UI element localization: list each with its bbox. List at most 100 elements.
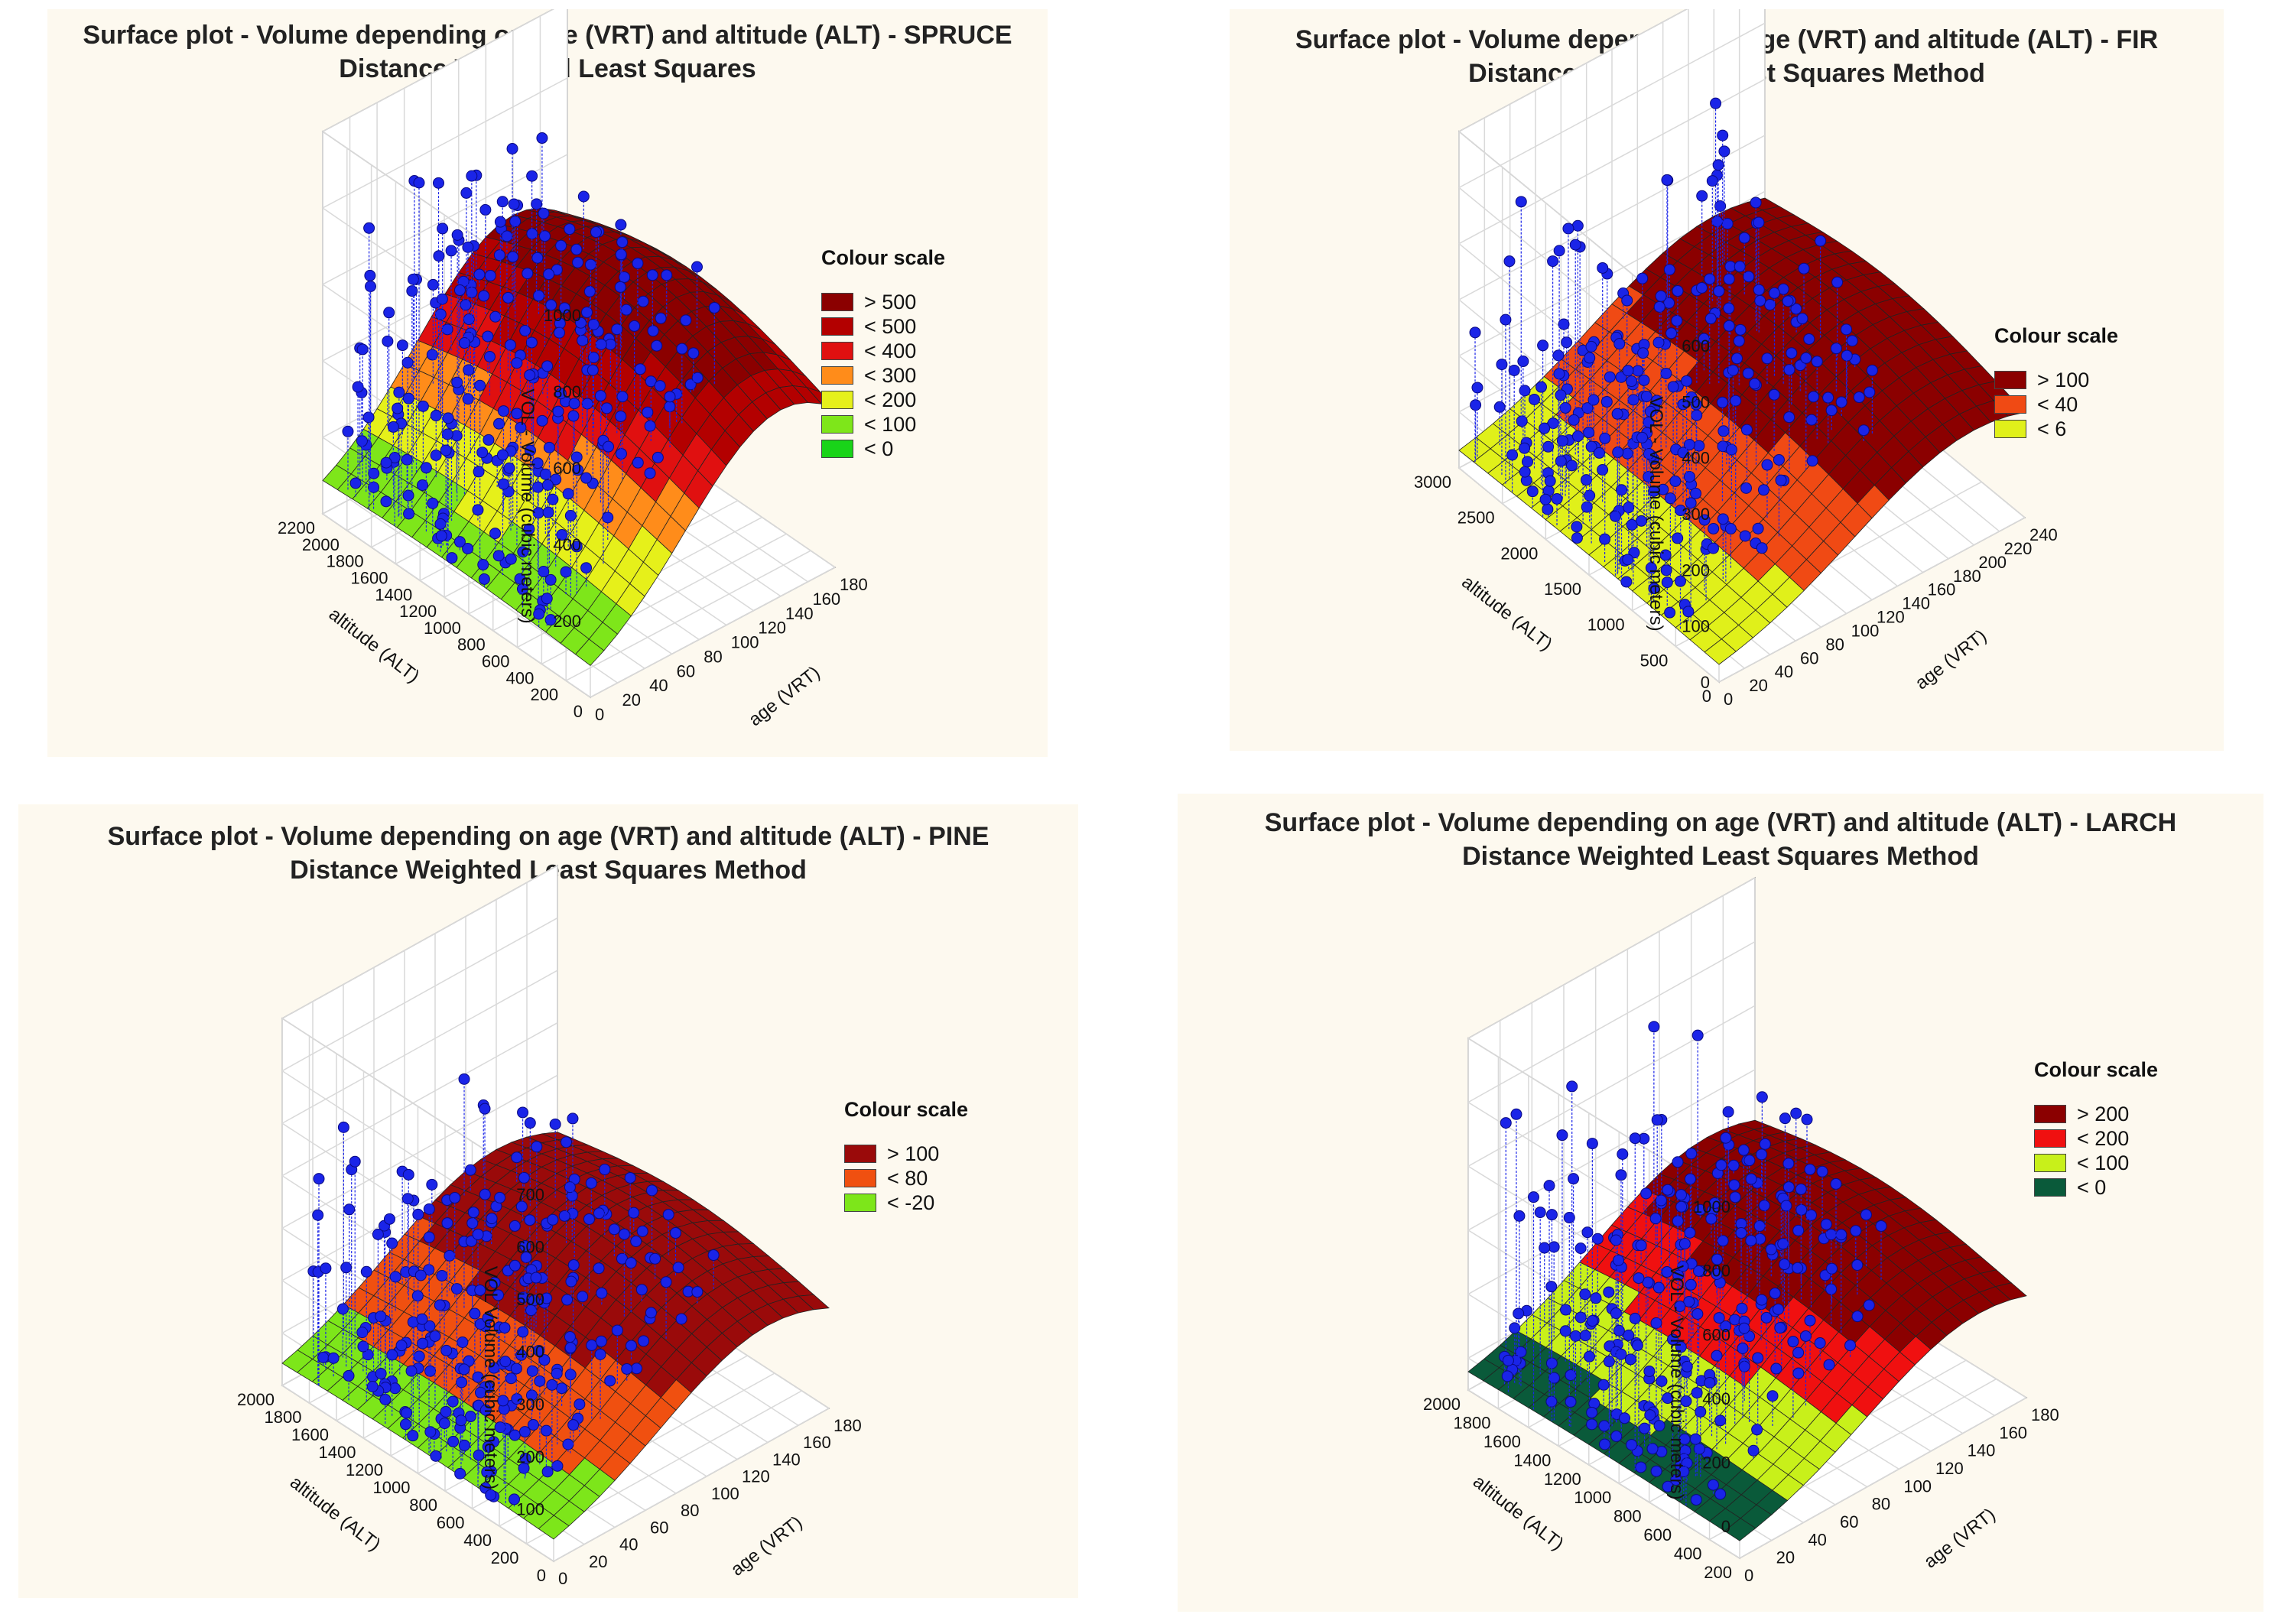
- y-tick-label: 1400: [319, 1443, 356, 1462]
- data-point: [1792, 1367, 1805, 1379]
- data-point: [1826, 1262, 1838, 1275]
- x-tick-label: 100: [711, 1484, 739, 1503]
- data-point: [383, 307, 395, 319]
- data-point: [1652, 336, 1665, 349]
- data-point: [1723, 273, 1735, 285]
- legend: Colour scale > 100 < 80 < -20: [844, 1098, 968, 1215]
- data-point: [538, 1354, 551, 1366]
- x-tick-label: 100: [1851, 621, 1880, 640]
- data-point: [417, 479, 429, 492]
- data-point: [586, 1339, 598, 1351]
- y-tick-label: 400: [463, 1531, 492, 1550]
- data-point: [615, 410, 627, 422]
- data-point: [1734, 323, 1747, 336]
- data-point: [662, 1209, 674, 1221]
- data-point: [1745, 1173, 1757, 1185]
- data-point: [1678, 1238, 1691, 1250]
- data-point: [644, 467, 656, 479]
- data-point: [1563, 1212, 1575, 1224]
- legend-label: > 100: [887, 1142, 940, 1165]
- data-point: [1772, 1303, 1784, 1315]
- legend-label: < 200: [864, 388, 917, 411]
- legend-swatch: [844, 1169, 876, 1187]
- z-tick-label: 200: [516, 1447, 544, 1466]
- data-point: [1805, 1209, 1817, 1221]
- data-point: [1760, 1311, 1773, 1324]
- data-point: [1766, 1390, 1779, 1402]
- data-point: [647, 325, 659, 337]
- data-point: [540, 1424, 552, 1437]
- data-point: [687, 347, 700, 359]
- data-point: [574, 1398, 586, 1411]
- legend-title: Colour scale: [844, 1098, 969, 1121]
- data-point: [1691, 1307, 1704, 1320]
- x-tick-label: 160: [1999, 1423, 2027, 1442]
- data-point: [473, 268, 486, 281]
- data-point: [547, 493, 559, 505]
- data-point: [416, 1313, 428, 1325]
- data-point: [317, 1351, 330, 1363]
- data-point: [372, 1228, 384, 1240]
- data-point: [1720, 1132, 1732, 1144]
- data-point: [621, 1363, 633, 1375]
- data-point: [624, 1171, 636, 1184]
- data-point: [1569, 1330, 1581, 1342]
- data-point: [497, 478, 509, 490]
- data-point: [1844, 1340, 1857, 1352]
- data-point: [1717, 129, 1729, 141]
- data-point: [466, 170, 478, 182]
- data-point: [1714, 1488, 1727, 1500]
- data-point: [1792, 1224, 1805, 1236]
- data-point: [541, 1292, 553, 1304]
- data-point: [590, 226, 602, 239]
- data-point: [1584, 352, 1596, 364]
- data-point: [1875, 1220, 1887, 1232]
- data-point: [460, 299, 472, 311]
- data-point: [1660, 564, 1672, 577]
- data-point: [479, 203, 492, 216]
- data-point: [1617, 1148, 1629, 1160]
- data-point: [1626, 1439, 1638, 1451]
- data-point: [1853, 391, 1865, 404]
- data-point: [1561, 336, 1573, 349]
- data-point: [401, 356, 414, 369]
- data-point: [602, 512, 614, 524]
- data-point: [608, 1223, 620, 1236]
- data-point: [1768, 388, 1780, 401]
- data-point: [1615, 1169, 1627, 1181]
- data-point: [482, 1312, 494, 1324]
- data-point: [1652, 1281, 1665, 1294]
- data-point: [584, 258, 596, 271]
- x-tick-label: 80: [681, 1501, 699, 1520]
- data-point: [458, 337, 470, 349]
- data-point: [1599, 533, 1611, 545]
- legend-label: < 200: [2077, 1126, 2130, 1150]
- data-point: [1757, 484, 1769, 496]
- data-point: [1761, 459, 1773, 471]
- data-point: [638, 1335, 650, 1347]
- data-point: [402, 392, 414, 404]
- data-point: [479, 1404, 492, 1416]
- data-point: [1603, 1286, 1615, 1298]
- data-point: [1548, 1372, 1560, 1384]
- data-point: [1623, 502, 1635, 514]
- data-point: [595, 1335, 607, 1347]
- data-point: [434, 518, 447, 530]
- data-point: [458, 1439, 470, 1451]
- data-point: [1803, 333, 1815, 345]
- data-point: [1756, 1294, 1768, 1306]
- data-point: [407, 1430, 419, 1442]
- data-point: [445, 245, 457, 257]
- data-point: [525, 444, 537, 456]
- data-point: [1747, 1444, 1760, 1457]
- data-point: [1743, 271, 1755, 283]
- data-point: [1777, 1238, 1789, 1250]
- data-point: [536, 132, 548, 145]
- data-point: [1678, 1433, 1691, 1445]
- data-point: [691, 261, 703, 273]
- data-point: [1675, 505, 1687, 517]
- x-tick-label: 140: [1968, 1441, 1996, 1460]
- data-point: [1662, 1392, 1674, 1405]
- data-point: [1798, 262, 1810, 274]
- data-point: [1787, 1336, 1799, 1348]
